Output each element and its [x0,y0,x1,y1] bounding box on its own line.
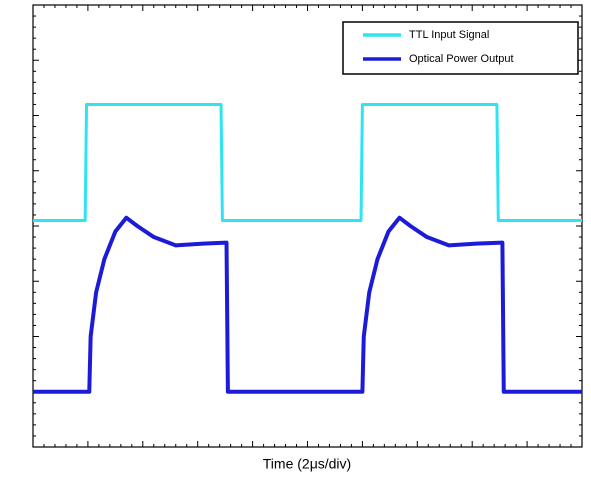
x-axis-label: Time (2μs/div) [263,456,351,472]
legend-label: TTL Input Signal [409,29,489,41]
legend: TTL Input Signal Optical Power Output [342,21,579,75]
legend-box [342,21,579,75]
series-line [33,215,582,394]
legend-label: Optical Power Output [409,53,514,65]
series-line [33,102,582,222]
plot-frame [32,4,583,448]
